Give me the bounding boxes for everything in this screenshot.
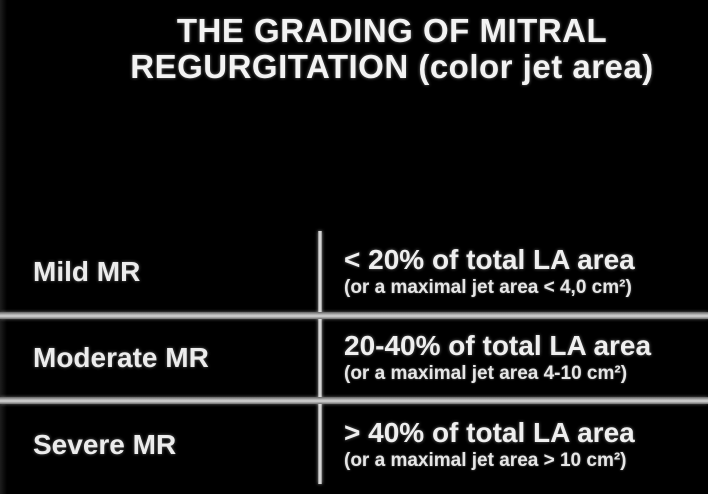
- page-title-line-1: THE GRADING OF MITRAL: [176, 12, 608, 49]
- table-row: Mild MR < 20% of total LA area (or a max…: [0, 231, 708, 312]
- grade-label: Moderate MR: [33, 342, 209, 373]
- table-row: Severe MR > 40% of total LA area (or a m…: [0, 404, 708, 485]
- criteria-detail: (or a maximal jet area 4-10 cm²): [344, 363, 628, 384]
- grade-cell: Severe MR: [0, 428, 318, 460]
- page-title-line-2: REGURGITATION (color jet area): [130, 48, 654, 85]
- vertical-divider: [318, 231, 322, 484]
- criteria-detail: (or a maximal jet area < 4,0 cm²): [344, 276, 632, 298]
- page-title: THE GRADING OF MITRAL REGURGITATION (col…: [76, 13, 708, 85]
- table-row: Moderate MR 20-40% of total LA area (or …: [0, 319, 708, 397]
- criteria-cell: > 40% of total LA area (or a maximal jet…: [318, 416, 708, 472]
- criteria-detail: (or a maximal jet area > 10 cm²): [344, 449, 627, 471]
- criteria-cell: < 20% of total LA area (or a maximal jet…: [318, 243, 708, 299]
- criteria-cell: 20-40% of total LA area (or a maximal je…: [318, 331, 708, 385]
- row-separator: [0, 397, 708, 404]
- criteria-text: > 40% of total LA area: [344, 416, 635, 448]
- grade-label: Severe MR: [33, 428, 177, 460]
- grade-cell: Moderate MR: [0, 343, 318, 373]
- criteria-text: < 20% of total LA area: [344, 243, 635, 275]
- row-separator: [0, 312, 708, 319]
- grade-cell: Mild MR: [0, 255, 318, 287]
- grade-label: Mild MR: [33, 255, 141, 287]
- criteria-text: 20-40% of total LA area: [344, 330, 652, 361]
